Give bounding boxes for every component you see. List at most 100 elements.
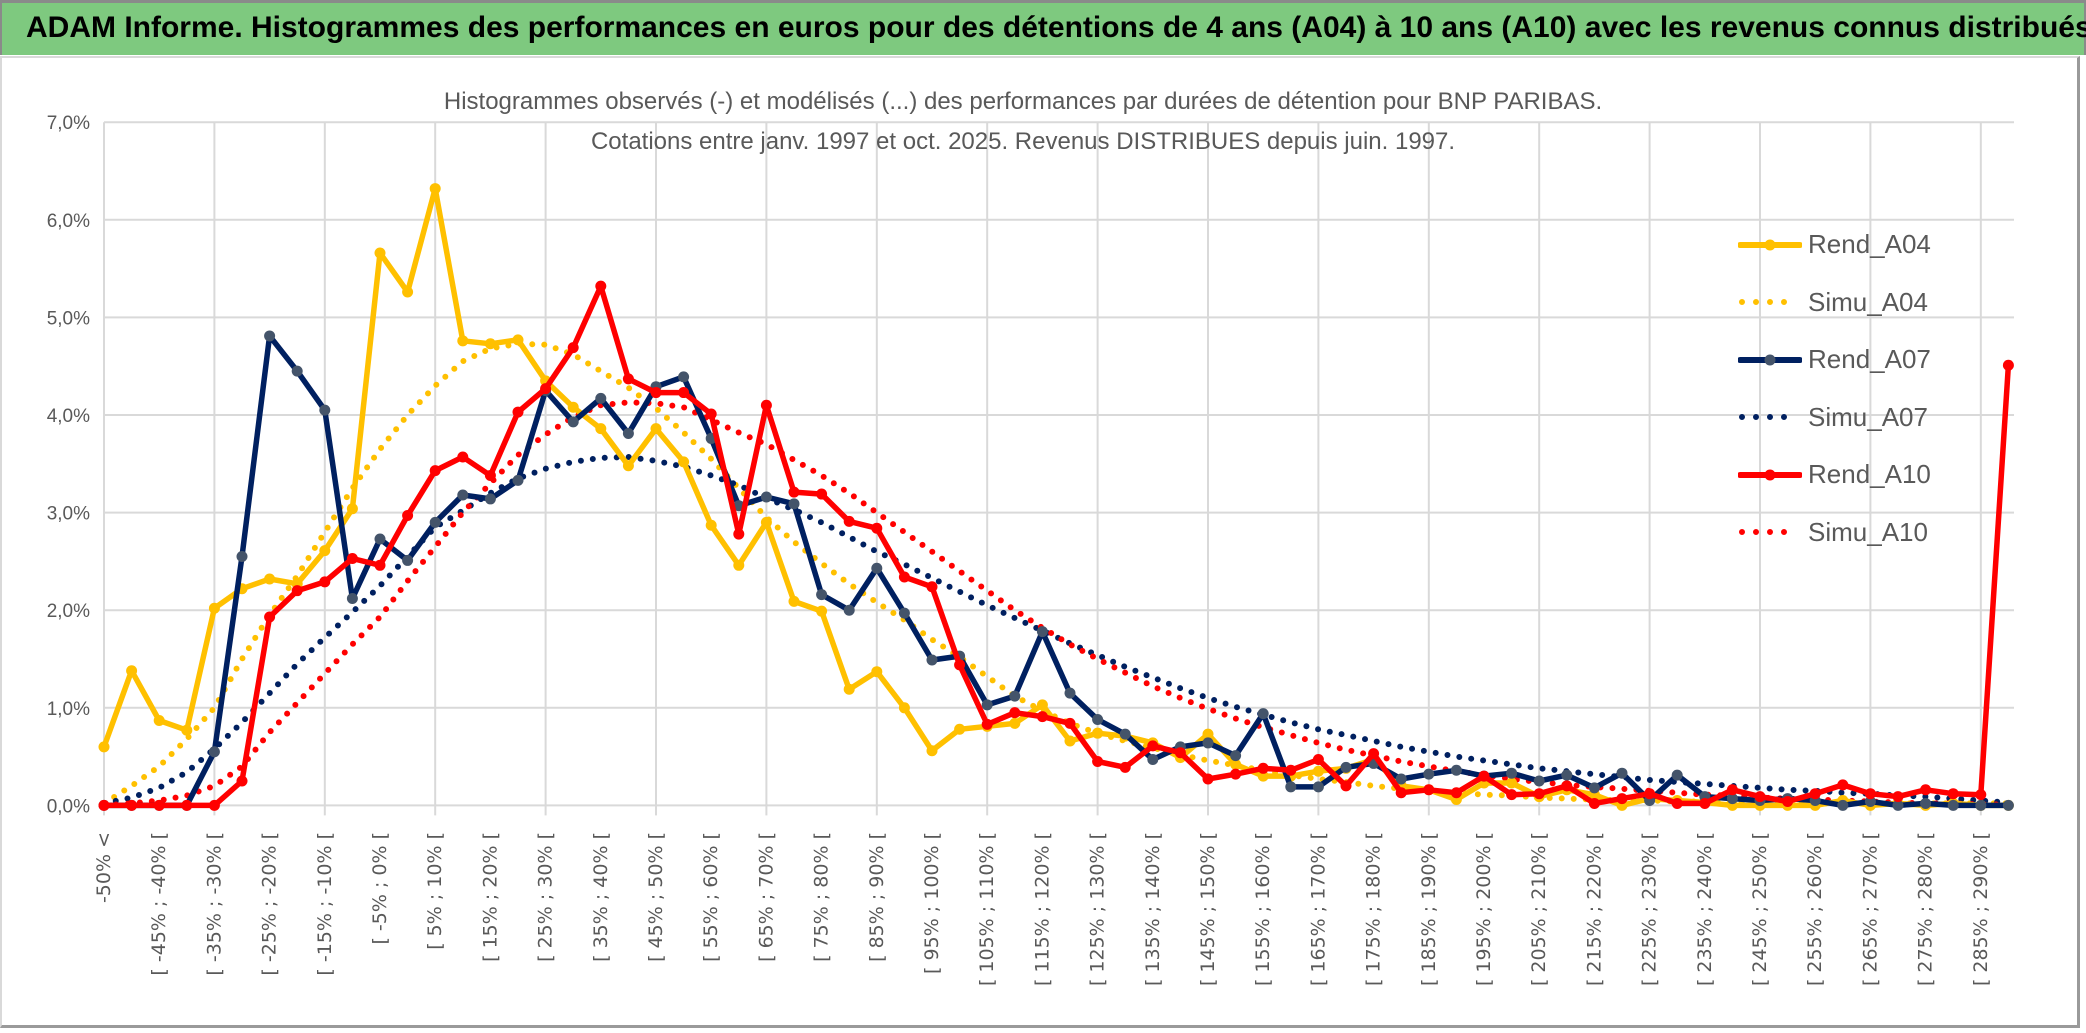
x-tick-label: [ 105% ; 110% [ bbox=[976, 832, 998, 986]
data-point bbox=[264, 611, 276, 623]
data-point bbox=[1864, 795, 1876, 807]
data-point bbox=[208, 746, 220, 758]
data-point bbox=[484, 338, 496, 350]
data-point bbox=[954, 659, 966, 671]
legend-item-rend-a04: Rend_A04 bbox=[1738, 216, 1978, 274]
data-point bbox=[457, 489, 469, 501]
data-point bbox=[1174, 747, 1186, 759]
data-point bbox=[1202, 728, 1214, 740]
data-point bbox=[1506, 789, 1518, 801]
legend-item-rend-a10: Rend_A10 bbox=[1738, 446, 1978, 504]
data-point bbox=[1561, 769, 1573, 781]
x-tick-label: [ 45% ; 50% [ bbox=[645, 832, 667, 962]
data-point bbox=[1257, 770, 1269, 782]
series-line bbox=[104, 333, 2009, 809]
y-tick-label: 5,0% bbox=[47, 308, 90, 329]
data-point bbox=[1699, 797, 1711, 809]
data-point bbox=[374, 247, 386, 259]
data-point bbox=[871, 562, 883, 574]
data-point bbox=[1230, 758, 1242, 770]
x-tick-label: [ 35% ; 40% [ bbox=[590, 832, 612, 962]
data-point bbox=[898, 571, 910, 583]
data-point bbox=[1230, 750, 1242, 762]
data-point bbox=[981, 699, 993, 711]
x-tick-label: -50% < bbox=[93, 832, 115, 903]
y-tick-label: 1,0% bbox=[47, 699, 90, 720]
y-tick-label: 6,0% bbox=[47, 211, 90, 232]
series-line bbox=[104, 283, 2012, 809]
x-tick-label: [ 145% ; 150% [ bbox=[1197, 832, 1219, 986]
data-point bbox=[319, 576, 331, 588]
data-point bbox=[816, 488, 828, 500]
data-point bbox=[1285, 764, 1297, 776]
legend-marker bbox=[1764, 354, 1776, 366]
data-point bbox=[374, 559, 386, 571]
data-point bbox=[1423, 768, 1435, 780]
y-axis-ticks: 0,0% 1,0% 2,0% 3,0% 4,0% 5,0% 6,0% 7,0% bbox=[47, 113, 90, 817]
data-point bbox=[1478, 770, 1490, 782]
data-point bbox=[871, 666, 883, 678]
data-point bbox=[208, 799, 220, 811]
data-point bbox=[2002, 359, 2014, 371]
data-point bbox=[1423, 784, 1435, 796]
data-point bbox=[760, 491, 772, 503]
data-point bbox=[1092, 755, 1104, 767]
legend-label: Simu_A04 bbox=[1808, 286, 1928, 317]
data-point bbox=[1064, 735, 1076, 747]
x-tick-label: [ 15% ; 20% [ bbox=[479, 832, 501, 962]
x-tick-label: [ 135% ; 140% [ bbox=[1142, 832, 1164, 986]
data-point bbox=[264, 330, 276, 342]
data-point bbox=[678, 387, 690, 399]
data-point bbox=[126, 799, 138, 811]
data-point bbox=[1506, 777, 1518, 789]
dotted-line bbox=[101, 399, 2012, 809]
data-point bbox=[1782, 795, 1794, 807]
data-point bbox=[816, 589, 828, 601]
x-tick-label: [ 275% ; 280% [ bbox=[1915, 832, 1937, 986]
data-point bbox=[1671, 797, 1683, 809]
data-point bbox=[208, 602, 220, 614]
data-point bbox=[843, 515, 855, 527]
legend-label: Simu_A10 bbox=[1808, 516, 1928, 547]
dotted-line-icon bbox=[1739, 529, 1801, 536]
data-point bbox=[1616, 793, 1628, 805]
data-point bbox=[843, 683, 855, 695]
x-tick-label: [ 195% ; 200% [ bbox=[1473, 832, 1495, 986]
data-point bbox=[1257, 708, 1269, 720]
data-point bbox=[346, 552, 358, 564]
data-point bbox=[1450, 787, 1462, 799]
data-point bbox=[1368, 748, 1380, 760]
data-point bbox=[1119, 761, 1131, 773]
data-point bbox=[512, 474, 524, 486]
data-point bbox=[926, 581, 938, 593]
data-point bbox=[1036, 699, 1048, 711]
x-tick-label: [ -15% ; -10% [ bbox=[314, 832, 336, 976]
data-point bbox=[650, 423, 662, 435]
data-point bbox=[264, 573, 276, 585]
data-point bbox=[1009, 717, 1021, 729]
data-point bbox=[374, 533, 386, 545]
data-point bbox=[981, 718, 993, 730]
data-point bbox=[926, 745, 938, 757]
solid-line-marker-icon bbox=[1738, 239, 1802, 251]
data-point bbox=[402, 554, 414, 566]
data-point bbox=[181, 724, 193, 736]
data-point bbox=[1506, 767, 1518, 779]
data-point bbox=[512, 406, 524, 418]
data-point bbox=[1257, 762, 1269, 774]
data-point bbox=[788, 595, 800, 607]
data-point bbox=[457, 451, 469, 463]
data-point bbox=[291, 365, 303, 377]
legend-label: Rend_A04 bbox=[1808, 229, 1931, 260]
series-line bbox=[101, 185, 2009, 809]
data-point bbox=[705, 408, 717, 420]
x-tick-label: [ 85% ; 90% [ bbox=[866, 832, 888, 962]
title-bar: ADAM Informe. Histogrammes des performan… bbox=[0, 0, 2086, 55]
data-point bbox=[1147, 740, 1159, 752]
data-point bbox=[429, 516, 441, 528]
x-tick-label: [ 115% ; 120% [ bbox=[1031, 832, 1053, 986]
data-point bbox=[1726, 784, 1738, 796]
dotted-line-icon bbox=[1739, 414, 1801, 421]
report-title: ADAM Informe. Histogrammes des performan… bbox=[26, 11, 2086, 44]
chart-subtitle-text: Cotations entre janv. 1997 et oct. 2025.… bbox=[590, 128, 1456, 155]
